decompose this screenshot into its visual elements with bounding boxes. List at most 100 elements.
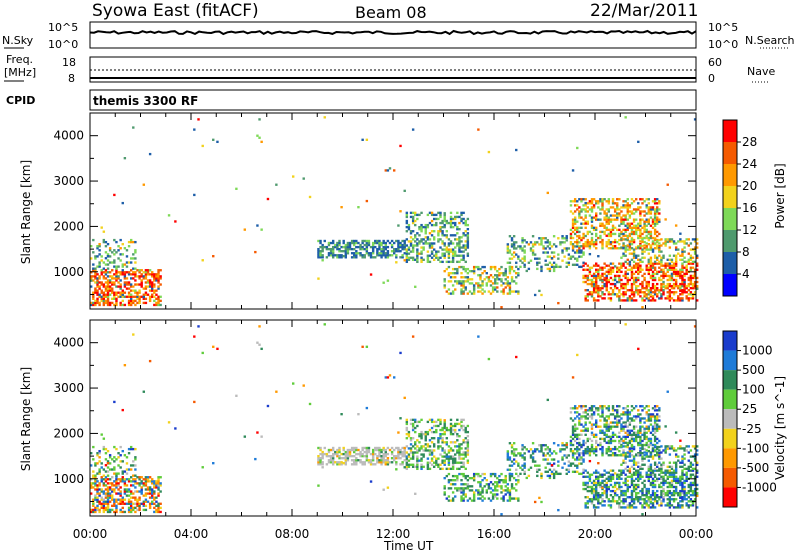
power-cell: [609, 282, 613, 286]
power-cell: [660, 262, 663, 265]
velocity-cell: [102, 502, 106, 505]
velocity-cell: [125, 488, 129, 491]
power-cell: [98, 249, 101, 252]
power-cell: [462, 221, 465, 225]
velocity-cell: [508, 479, 512, 482]
velocity-cell: [609, 504, 613, 507]
power-cell: [622, 234, 625, 238]
power-cell: [597, 299, 600, 302]
velocity-cell: [622, 425, 625, 428]
power-cell: [435, 252, 438, 255]
velocity-cell: [153, 490, 156, 493]
velocity-cell: [552, 474, 556, 478]
power-cell: [359, 254, 362, 257]
power-cell: [658, 276, 661, 280]
power-cell: [649, 224, 653, 227]
power-cell: [464, 223, 467, 227]
power-cell: [626, 204, 629, 207]
power-cell: [573, 220, 577, 223]
power-cell: [656, 216, 659, 219]
power-cell: [422, 242, 425, 245]
velocity-cell: [426, 461, 430, 464]
velocity-cell: [632, 498, 636, 501]
power-cell: [687, 244, 690, 247]
velocity-cell: [624, 413, 627, 416]
velocity-cell: [603, 489, 606, 493]
power-cell: [174, 220, 177, 223]
power-cell: [443, 212, 446, 215]
power-cell: [456, 228, 459, 231]
velocity-cell: [117, 478, 120, 481]
power-cell: [409, 230, 413, 233]
velocity-cell: [527, 450, 531, 453]
power-cell: [477, 286, 480, 289]
velocity-cell: [630, 481, 634, 485]
power-cell: [611, 247, 615, 250]
power-cell: [632, 218, 636, 221]
velocity-cell: [426, 463, 430, 466]
power-cell: [477, 265, 480, 269]
velocity-cell: [613, 447, 617, 451]
velocity-cell: [595, 506, 598, 509]
power-cell: [129, 257, 133, 260]
velocity-cell: [559, 472, 562, 476]
power-cell: [546, 241, 550, 244]
power-cell: [649, 234, 653, 238]
velocity-cell: [645, 443, 648, 447]
power-cell: [439, 260, 442, 264]
velocity-cell: [586, 429, 589, 432]
velocity-cell: [525, 476, 528, 480]
power-cell: [668, 274, 672, 278]
velocity-cell: [645, 419, 648, 422]
power-cell: [460, 250, 463, 253]
power-cell: [649, 266, 653, 269]
power-cell: [666, 268, 669, 271]
velocity-cell: [386, 459, 390, 462]
velocity-cell: [111, 482, 114, 485]
power-cell: [597, 264, 600, 267]
power-cell: [512, 247, 516, 250]
power-cell: [115, 269, 118, 272]
velocity-cell: [561, 456, 564, 459]
power-cell: [601, 247, 604, 250]
power-cell: [578, 265, 581, 269]
velocity-cell: [582, 481, 585, 485]
velocity-cell: [584, 415, 587, 418]
power-cell: [454, 267, 457, 271]
power-cell: [616, 216, 619, 219]
velocity-cell: [102, 498, 106, 501]
power-cell: [687, 262, 690, 265]
power-cell: [148, 152, 152, 156]
velocity-cell: [355, 448, 358, 452]
velocity-cell: [643, 427, 646, 430]
power-cell: [571, 220, 575, 223]
velocity-cell: [634, 439, 638, 443]
power-cell: [658, 262, 661, 265]
velocity-cell: [573, 417, 577, 420]
velocity-cell: [115, 508, 118, 512]
power-cell: [584, 268, 587, 271]
power-cell: [403, 189, 406, 193]
power-cell: [645, 266, 648, 269]
power-cell: [483, 269, 486, 273]
power-cell: [430, 256, 434, 259]
power-cell: [613, 245, 617, 248]
velocity-cell: [441, 441, 444, 444]
power-cell: [693, 240, 697, 243]
velocity-cell: [376, 457, 379, 460]
velocity-cell: [151, 478, 154, 481]
power-cell: [557, 257, 560, 260]
velocity-cell: [430, 441, 434, 444]
power-cell: [407, 246, 411, 249]
velocity-cell: [607, 435, 611, 439]
velocity-cell: [605, 407, 608, 410]
power-cell: [449, 211, 453, 215]
power-cell: [159, 269, 162, 272]
power-cell: [666, 284, 669, 288]
power-cell: [386, 252, 390, 255]
velocity-cell: [96, 454, 99, 457]
velocity-cell: [136, 502, 139, 505]
power-cell: [683, 286, 686, 290]
velocity-cell: [603, 500, 606, 503]
power-cell: [637, 268, 640, 271]
